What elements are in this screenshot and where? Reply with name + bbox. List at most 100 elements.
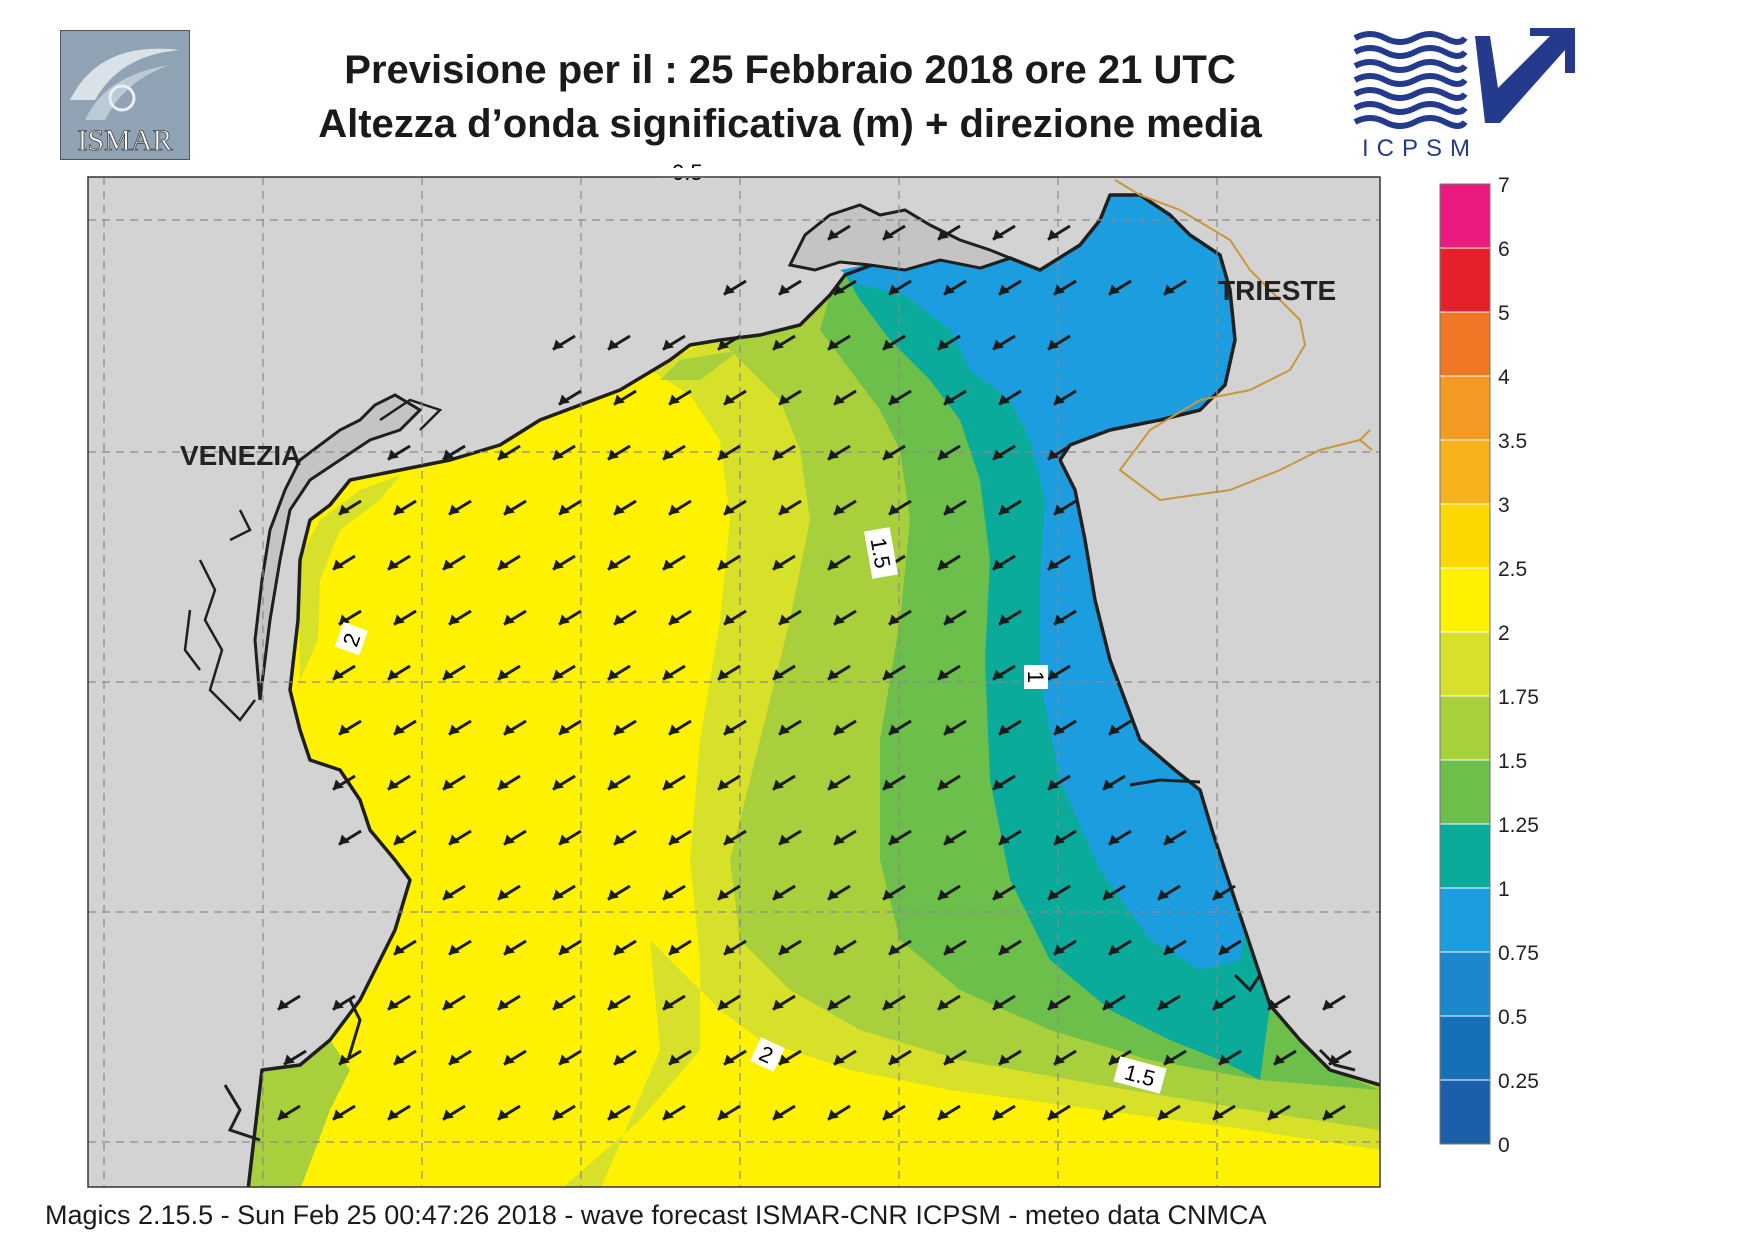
wave-arrow-head-93 xyxy=(552,669,564,680)
wave-arrow-head-170 xyxy=(723,944,735,955)
wave-arrow-head-74 xyxy=(1047,559,1059,570)
wave-arrow-head-168 xyxy=(613,944,625,955)
wave-arrow-head-46 xyxy=(1047,449,1059,460)
wave-arrow-head-118 xyxy=(332,779,344,790)
wave-arrow-head-11 xyxy=(1053,284,1065,295)
wave-arrow-head-236 xyxy=(1157,1109,1169,1120)
wave-arrow-head-140 xyxy=(723,834,735,845)
wave-arrow-head-166 xyxy=(503,944,515,955)
wave-arrow-head-152 xyxy=(607,889,619,900)
wave-arrow-head-208 xyxy=(723,1054,735,1065)
wave-arrow-head-117 xyxy=(1108,724,1120,735)
legend-swatch-2 xyxy=(1439,311,1491,377)
wave-arrow-head-86 xyxy=(943,614,955,625)
legend-label-4: 4 xyxy=(1498,366,1510,389)
wave-arrow-head-227 xyxy=(662,1109,674,1120)
wave-arrow-head-178 xyxy=(1163,944,1175,955)
wave-arrow-head-43 xyxy=(882,449,894,460)
wave-arrow-head-104 xyxy=(393,724,405,735)
wave-arrow-head-207 xyxy=(668,1054,680,1065)
wave-arrow-head-238 xyxy=(1267,1109,1279,1120)
wave-arrow-head-28 xyxy=(778,394,790,405)
wave-arrow-head-199 xyxy=(1322,999,1334,1010)
legend-swatch-4 xyxy=(1439,439,1491,505)
wave-arrow-head-126 xyxy=(772,779,784,790)
wave-arrow-head-59 xyxy=(998,504,1010,515)
wave-arrow-head-125 xyxy=(717,779,729,790)
contour-label-2-west: 2 xyxy=(334,622,369,656)
wave-arrow-head-163 xyxy=(1212,889,1224,900)
wave-arrow-head-24 xyxy=(558,394,570,405)
wave-arrow-head-221 xyxy=(332,1109,344,1120)
wave-arrow-head-172 xyxy=(833,944,845,955)
legend-swatch-7 xyxy=(1439,631,1491,697)
wave-arrow-head-23 xyxy=(1047,339,1059,350)
wave-arrow-head-50 xyxy=(503,504,515,515)
color-legend: 7 6 5 4 3.5 3 2.5 2 1.75 1.5 1.25 1 0.75 0.5 0.25 0 xyxy=(1439,174,1539,1157)
wave-arrow-head-184 xyxy=(497,999,509,1010)
wave-arrow-head-100 xyxy=(937,669,949,680)
wave-arrow-head-65 xyxy=(552,559,564,570)
wave-arrow-head-81 xyxy=(668,614,680,625)
legend-label-1: 1 xyxy=(1498,878,1510,901)
legend-swatch-5 xyxy=(1439,503,1491,569)
wave-arrow-head-204 xyxy=(503,1054,515,1065)
legend-swatch-6 xyxy=(1439,567,1491,633)
wave-arrow-head-203 xyxy=(448,1054,460,1065)
wave-arrow-head-17 xyxy=(717,339,729,350)
wave-arrow-head-210 xyxy=(833,1054,845,1065)
wave-arrow-head-215 xyxy=(1108,1054,1120,1065)
legend-swatch-8 xyxy=(1439,695,1491,761)
wave-arrow-head-139 xyxy=(668,834,680,845)
wave-arrow-head-154 xyxy=(717,889,729,900)
legend-label-1.5: 1.5 xyxy=(1498,750,1527,773)
wave-arrow-head-218 xyxy=(1273,1054,1285,1065)
wave-arrow-head-31 xyxy=(943,394,955,405)
wave-arrow-head-12 xyxy=(1108,284,1120,295)
wave-arrow-head-90 xyxy=(387,669,399,680)
wave-arrow-head-193 xyxy=(992,999,1004,1010)
wave-arrow-head-205 xyxy=(558,1054,570,1065)
legend-label-2.5: 2.5 xyxy=(1498,558,1527,581)
wave-arrow-head-233 xyxy=(992,1109,1004,1120)
wave-arrow-head-91 xyxy=(442,669,454,680)
wave-arrow-head-201 xyxy=(338,1054,350,1065)
wave-arrow-head-211 xyxy=(888,1054,900,1065)
wave-arrow-head-135 xyxy=(448,834,460,845)
wave-arrow-head-103 xyxy=(338,724,350,735)
wave-arrow-head-114 xyxy=(943,724,955,735)
legend-frame xyxy=(1439,183,1491,1145)
legend-swatch-14 xyxy=(1439,1079,1491,1145)
wave-arrow-head-213 xyxy=(998,1054,1010,1065)
wave-arrow-head-167 xyxy=(558,944,570,955)
legend-swatch-0 xyxy=(1439,183,1491,249)
wave-arrow-head-54 xyxy=(723,504,735,515)
wave-arrow-head-186 xyxy=(607,999,619,1010)
wave-arrow-head-171 xyxy=(778,944,790,955)
wave-arrow-head-7 xyxy=(833,284,845,295)
wave-arrow-head-35 xyxy=(442,449,454,460)
wave-arrow-head-70 xyxy=(827,559,839,570)
wave-arrow-head-189 xyxy=(772,999,784,1010)
legend-label-2: 2 xyxy=(1498,622,1510,645)
wave-arrow-head-157 xyxy=(882,889,894,900)
wave-arrow-head-52 xyxy=(613,504,625,515)
wave-arrow-head-237 xyxy=(1212,1109,1224,1120)
wave-arrow-head-234 xyxy=(1047,1109,1059,1120)
legend-swatch-10 xyxy=(1439,823,1491,889)
wave-arrow-head-8 xyxy=(888,284,900,295)
footer-credits: Magics 2.15.5 - Sun Feb 25 00:47:26 2018… xyxy=(45,1200,1267,1230)
wave-arrow-head-124 xyxy=(662,779,674,790)
wave-arrow-head-138 xyxy=(613,834,625,845)
place-venezia: VENEZIA xyxy=(180,440,301,471)
wave-arrow-head-231 xyxy=(882,1109,894,1120)
wave-arrow-head-84 xyxy=(833,614,845,625)
wave-arrow-head-55 xyxy=(778,504,790,515)
wave-arrow-head-58 xyxy=(943,504,955,515)
wave-arrow-head-82 xyxy=(723,614,735,625)
wave-arrow-head-164 xyxy=(393,944,405,955)
legend-swatch-1 xyxy=(1439,247,1491,313)
wave-arrow-head-102 xyxy=(1047,669,1059,680)
legend-swatch-9 xyxy=(1439,759,1491,825)
graticule xyxy=(88,177,1380,1187)
